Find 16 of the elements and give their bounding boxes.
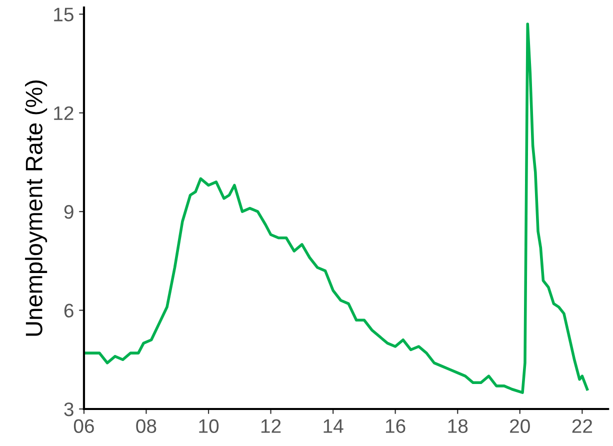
x-tick-label: 10 [199,419,219,433]
y-tick-label: 6 [64,304,74,318]
x-tick-label: 18 [448,419,468,433]
line-series [84,22,589,394]
y-tick-label: 9 [64,205,74,219]
x-tick-label: 06 [74,419,94,433]
y-axis-title: Unemployment Rate (%) [25,80,48,336]
x-tick-label: 22 [572,419,592,433]
x-tick-label: 20 [510,419,530,433]
y-tick-label: 15 [54,8,74,22]
x-tick-label: 08 [136,419,156,433]
x-tick-label: 14 [324,419,344,433]
y-tick-label: 12 [54,106,74,120]
y-tick-label: 3 [64,402,74,416]
x-tick-label: 16 [386,419,406,433]
x-tick-label: 12 [261,419,281,433]
